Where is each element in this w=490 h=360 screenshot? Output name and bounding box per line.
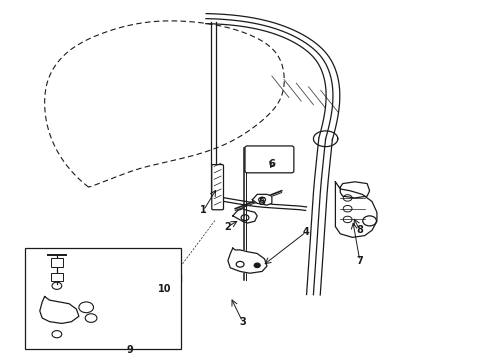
Polygon shape xyxy=(228,248,267,273)
Text: 5: 5 xyxy=(259,197,266,207)
Text: 4: 4 xyxy=(303,227,310,237)
Text: 3: 3 xyxy=(239,317,246,327)
FancyBboxPatch shape xyxy=(339,216,373,226)
FancyBboxPatch shape xyxy=(348,199,357,226)
Bar xyxy=(51,258,63,267)
Text: 2: 2 xyxy=(224,222,231,231)
Polygon shape xyxy=(252,194,272,205)
FancyBboxPatch shape xyxy=(212,165,223,210)
Text: 10: 10 xyxy=(158,284,171,294)
Polygon shape xyxy=(40,297,79,323)
Polygon shape xyxy=(233,209,257,223)
Polygon shape xyxy=(340,182,369,198)
Bar xyxy=(25,248,181,348)
Text: 10: 10 xyxy=(158,285,171,294)
Bar xyxy=(51,273,63,281)
Text: 1: 1 xyxy=(200,206,207,216)
Circle shape xyxy=(254,263,260,267)
FancyBboxPatch shape xyxy=(245,146,294,173)
Polygon shape xyxy=(335,182,377,237)
Text: 8: 8 xyxy=(356,225,363,235)
Text: 7: 7 xyxy=(356,256,363,266)
Text: 6: 6 xyxy=(269,159,275,169)
Text: 9: 9 xyxy=(127,345,134,355)
